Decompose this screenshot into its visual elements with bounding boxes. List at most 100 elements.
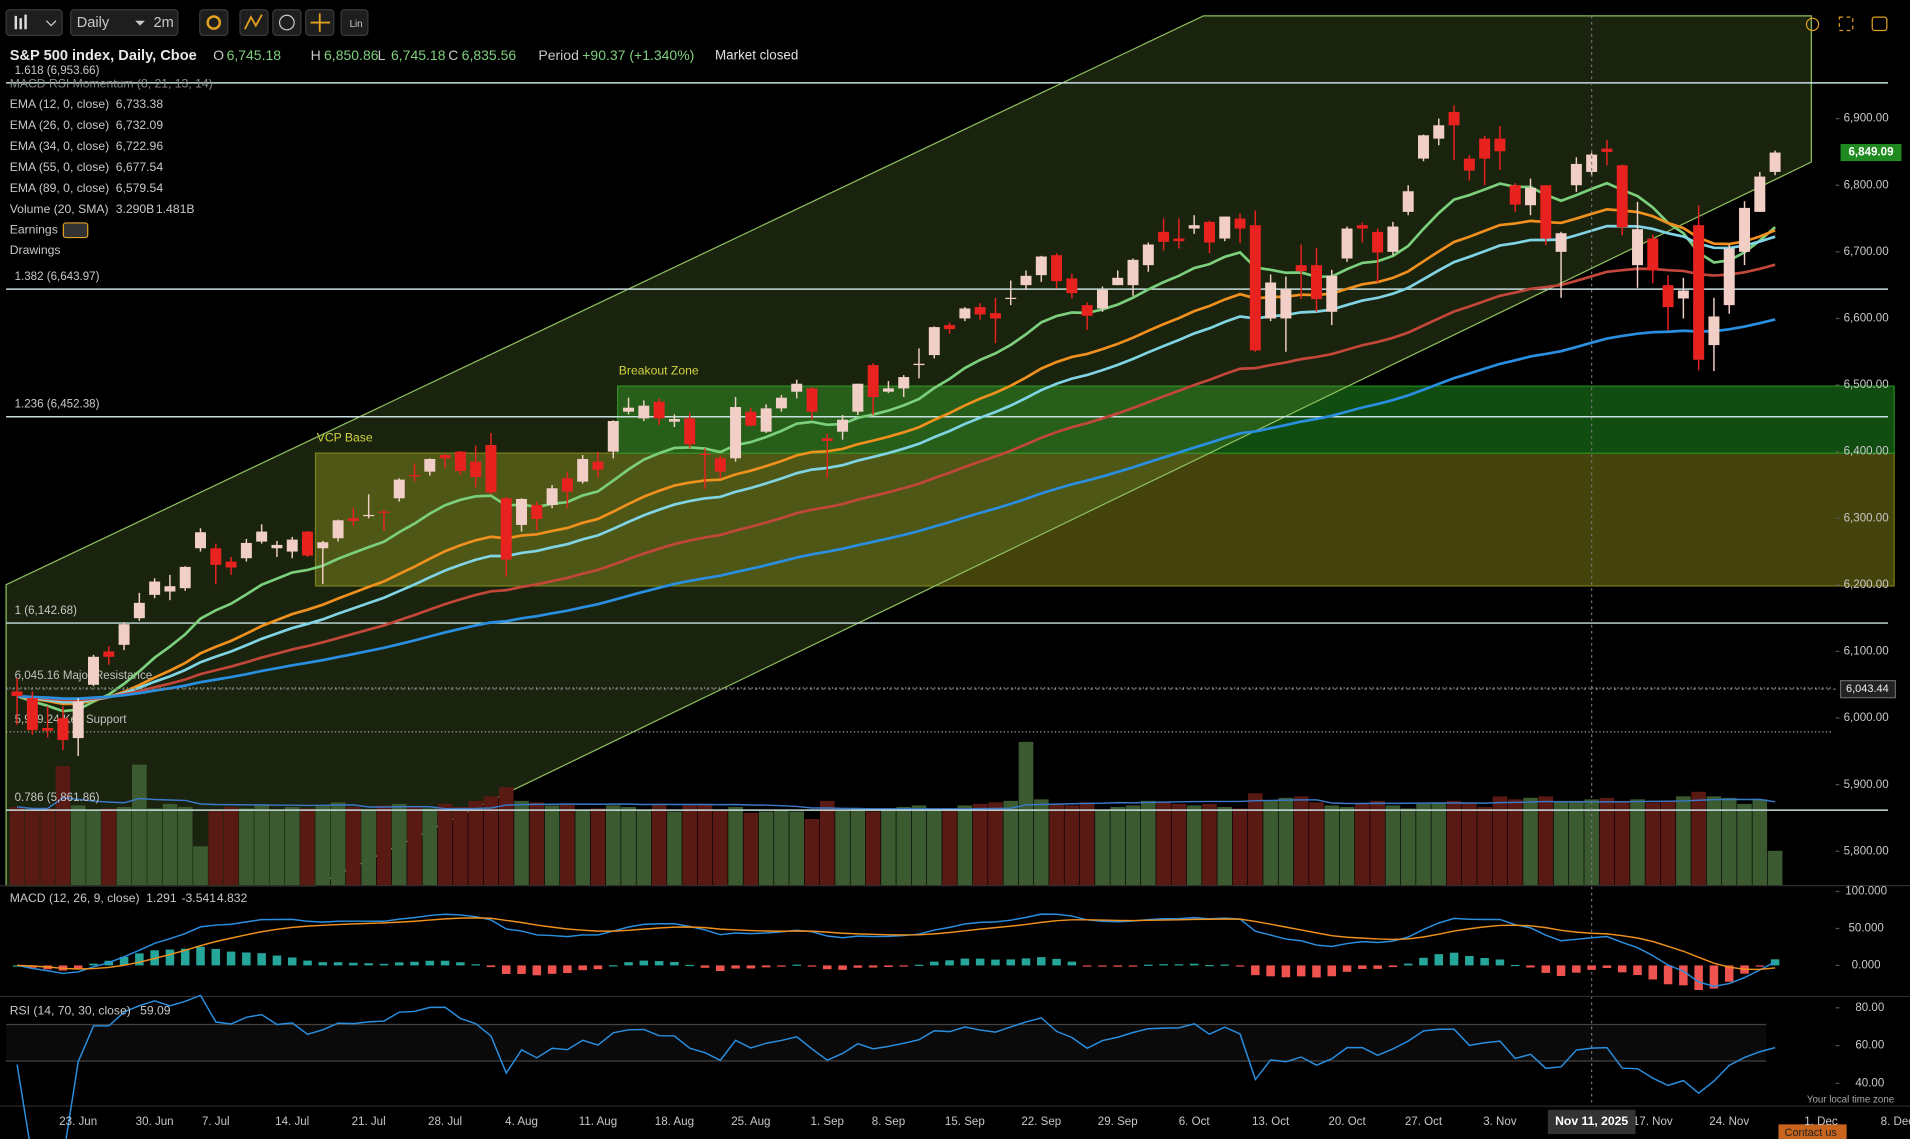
candle-body — [240, 542, 252, 559]
time-button[interactable] — [272, 9, 302, 36]
candle-body — [1310, 265, 1322, 300]
candle-body — [179, 566, 191, 589]
macd-histogram-bar — [165, 949, 175, 966]
volume-bar — [682, 805, 698, 886]
candle-body — [454, 451, 466, 471]
volume-bar — [1141, 800, 1156, 886]
volume-bar — [422, 808, 438, 886]
y-tick-label: 6,200.00 — [1844, 579, 1889, 591]
candle-body — [133, 602, 145, 619]
candle-body — [699, 453, 711, 455]
volume-bar — [529, 802, 545, 886]
candle-body — [1723, 248, 1735, 306]
volume-sma-value: 1.481B — [156, 202, 195, 216]
volume-bar — [239, 808, 254, 886]
volume-bar — [1355, 803, 1370, 886]
x-tick-label: 20. Oct — [1328, 1116, 1366, 1128]
macd-histogram-bar — [807, 965, 817, 967]
candle-body — [1127, 259, 1139, 286]
macd-histogram-bar — [211, 948, 221, 966]
macd-histogram-bar — [456, 962, 465, 966]
candle-body — [1509, 185, 1521, 205]
candle-body — [149, 581, 161, 595]
macd-histogram-bar — [1281, 965, 1291, 978]
ema-value: 6,677.54 — [116, 160, 164, 174]
ema-value: 6,733.38 — [116, 97, 164, 111]
candle-body — [1096, 289, 1108, 309]
candle-body — [1647, 238, 1659, 271]
candle-body — [271, 544, 283, 549]
macd-histogram-bar — [1648, 965, 1658, 980]
candle-body — [485, 445, 497, 493]
macd-histogram-bar — [226, 951, 236, 966]
target-icon[interactable] — [1805, 17, 1820, 32]
candle-body — [1005, 297, 1017, 300]
settings-button[interactable] — [199, 9, 229, 36]
macd-value: 1.291 — [146, 891, 177, 905]
macd-histogram-bar — [1144, 964, 1153, 966]
candle-body — [1051, 255, 1063, 282]
volume-bar — [819, 800, 835, 886]
candle-body — [668, 419, 680, 422]
candle-body — [1203, 221, 1215, 243]
candle-body — [516, 498, 528, 525]
camera-icon[interactable] — [1871, 16, 1888, 32]
candle-body — [164, 586, 176, 592]
fib-label: 1.236 (6,452.38) — [15, 399, 100, 411]
interval: Daily — [77, 15, 110, 31]
candle-body — [638, 405, 650, 419]
candle-body — [1173, 238, 1185, 242]
candle-body — [302, 531, 313, 556]
volume-bar — [1110, 806, 1126, 886]
macd-histogram-bar — [991, 959, 1000, 966]
scale-button[interactable] — [340, 9, 369, 36]
macd-histogram-bar — [1220, 964, 1230, 966]
candle-body — [424, 458, 436, 472]
macd-histogram-bar — [1296, 965, 1306, 977]
ema-name: EMA (55, 0, close) — [10, 160, 109, 174]
candle-body — [225, 561, 237, 568]
candle-body — [806, 388, 818, 412]
period-label: Period — [538, 47, 578, 63]
candle-body — [393, 479, 405, 499]
volume-bar — [621, 806, 636, 886]
macd-histogram-bar — [654, 961, 664, 966]
macd-histogram-bar — [1495, 959, 1505, 966]
macd-histogram-bar — [1312, 965, 1321, 978]
candle-body — [1020, 275, 1032, 286]
candle-body — [1112, 277, 1124, 286]
fib-label: 1 (6,142.68) — [15, 605, 78, 617]
y-tick-label: 6,000.00 — [1844, 712, 1889, 724]
macd-histogram-bar — [761, 965, 771, 968]
candle-body — [837, 419, 849, 432]
macd-histogram-bar — [1587, 965, 1596, 970]
macd-histogram-bar — [1358, 965, 1367, 969]
volume-bar — [1049, 803, 1064, 886]
candle-icon — [14, 14, 27, 30]
scale: Lin — [350, 19, 363, 30]
volume-bar — [453, 806, 468, 886]
rsi-line — [16, 994, 1776, 1139]
macd-histogram-bar — [1342, 965, 1352, 972]
volume-bar — [376, 805, 392, 886]
interval-button[interactable] — [70, 9, 179, 36]
volume-bar — [9, 806, 25, 886]
macd-histogram-bar — [1465, 955, 1474, 966]
fullscreen-icon[interactable] — [1838, 16, 1854, 32]
macd-histogram-bar — [1098, 965, 1107, 967]
macd-histogram-bar — [1021, 958, 1031, 966]
candle-body — [1280, 289, 1292, 319]
candle-body — [1219, 216, 1231, 239]
macd-histogram-bar — [1434, 954, 1444, 966]
volume-bar — [254, 805, 269, 886]
volume-bar — [896, 806, 912, 886]
macd-histogram-bar — [884, 965, 893, 967]
macd-histogram-bar — [394, 962, 404, 966]
macd-histogram-bar — [1067, 961, 1077, 966]
contact-button[interactable] — [1778, 1124, 1847, 1139]
candle-body — [317, 542, 329, 549]
candle-body — [103, 651, 115, 657]
earnings-toggle[interactable] — [62, 222, 89, 239]
volume-bar — [1676, 796, 1691, 886]
last-price-label: 6,849.09 — [1849, 147, 1894, 159]
